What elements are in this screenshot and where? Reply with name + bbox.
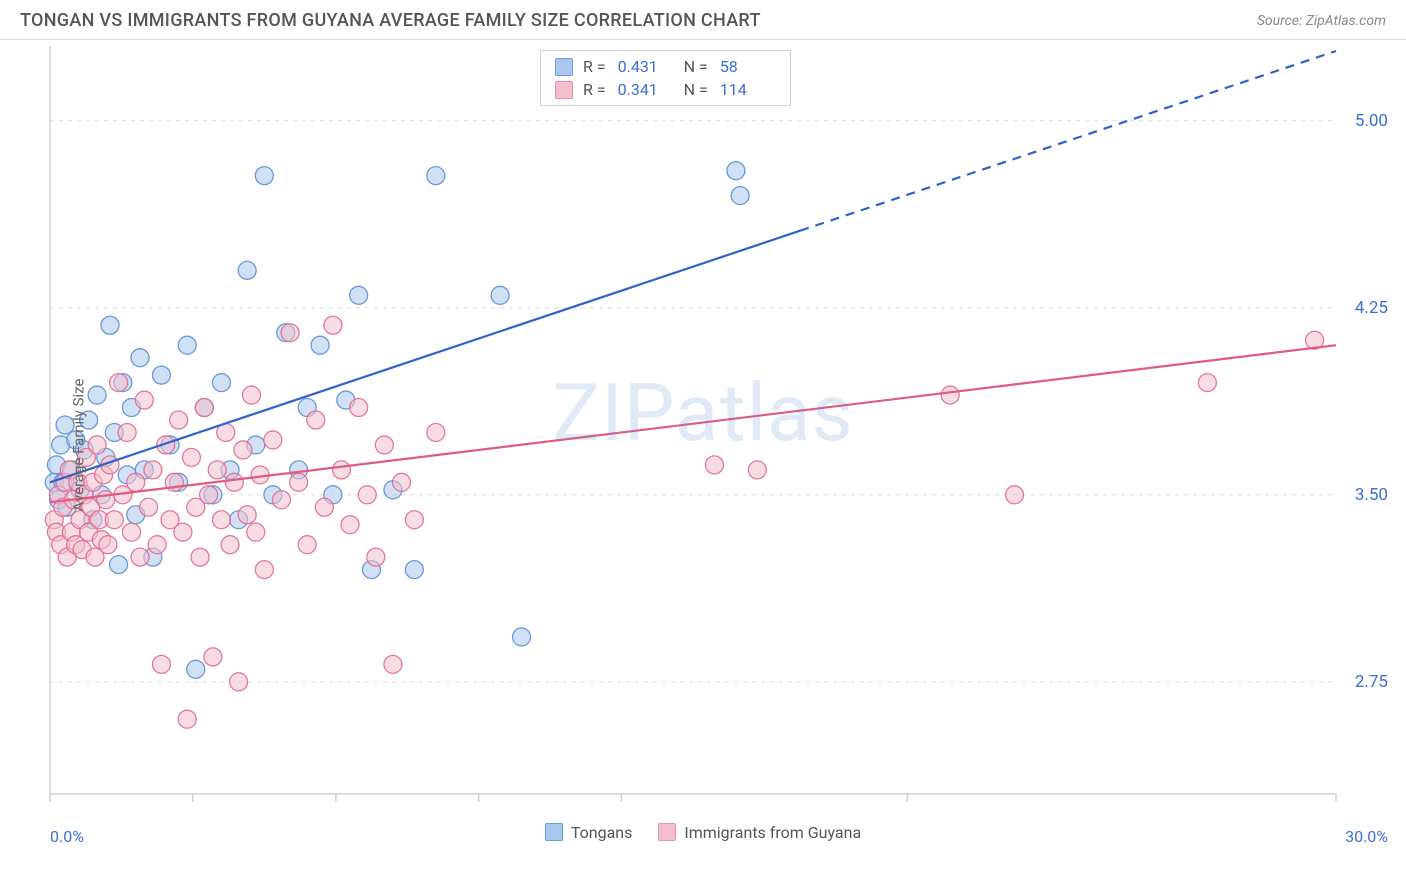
- stats-row: R = 0.431 N = 58: [541, 55, 790, 78]
- legend-swatch-icon: [658, 823, 676, 841]
- y-axis-label: Average Family Size: [69, 379, 87, 512]
- source-label: Source: ZipAtlas.com: [1257, 13, 1386, 29]
- y-tick-label: 5.00: [1355, 111, 1388, 131]
- chart-header: TONGAN VS IMMIGRANTS FROM GUYANA AVERAGE…: [0, 0, 1406, 40]
- y-tick-label: 3.50: [1355, 485, 1388, 505]
- stats-legend-box: R = 0.431 N = 58 R = 0.341 N = 114: [540, 50, 791, 106]
- legend-label: Tongans: [571, 823, 633, 842]
- series-swatch-icon: [555, 81, 573, 99]
- legend-label: Immigrants from Guyana: [684, 823, 861, 842]
- n-value: 114: [720, 80, 776, 99]
- scatter-plot-svg: [0, 40, 1406, 850]
- y-tick-label: 2.75: [1355, 672, 1388, 692]
- series-legend: Tongans Immigrants from Guyana: [0, 814, 1406, 850]
- n-value: 58: [720, 57, 776, 76]
- chart-title: TONGAN VS IMMIGRANTS FROM GUYANA AVERAGE…: [20, 10, 761, 31]
- stats-row: R = 0.341 N = 114: [541, 78, 790, 101]
- legend-swatch-icon: [545, 823, 563, 841]
- r-value: 0.341: [618, 80, 674, 99]
- legend-item: Immigrants from Guyana: [658, 823, 861, 842]
- y-tick-label: 4.25: [1355, 298, 1388, 318]
- r-value: 0.431: [618, 57, 674, 76]
- chart-area: Average Family Size ZIPatlas R = 0.431 N…: [0, 40, 1406, 850]
- series-swatch-icon: [555, 58, 573, 76]
- legend-item: Tongans: [545, 823, 633, 842]
